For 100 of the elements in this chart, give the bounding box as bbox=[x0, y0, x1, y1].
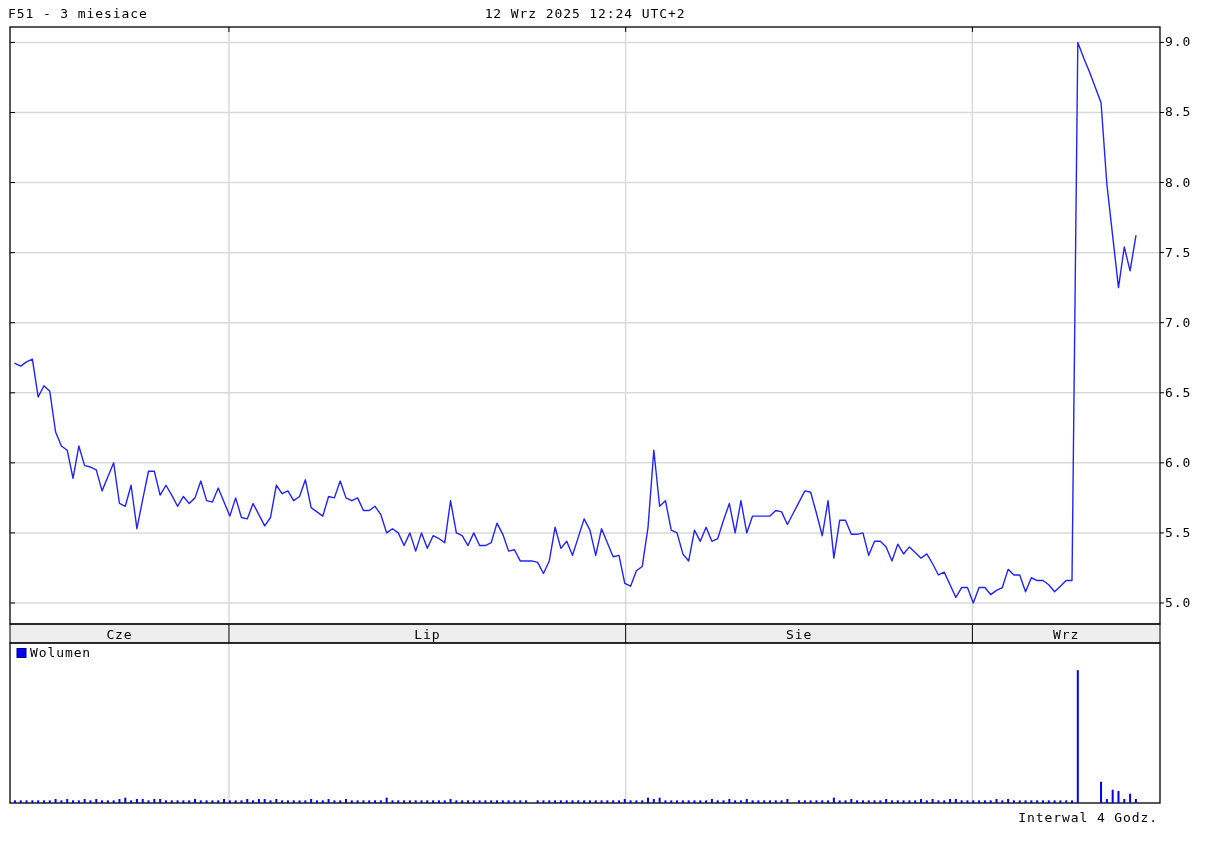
bar bbox=[571, 800, 574, 803]
bar bbox=[135, 799, 138, 803]
bar bbox=[1105, 799, 1108, 803]
bar bbox=[66, 799, 69, 803]
bar bbox=[153, 799, 156, 803]
bar bbox=[385, 797, 388, 803]
bar bbox=[861, 800, 864, 803]
bar bbox=[263, 799, 266, 803]
bar bbox=[345, 799, 347, 803]
bar bbox=[397, 800, 400, 803]
bar bbox=[1007, 799, 1010, 803]
bar bbox=[960, 800, 963, 803]
y-tick-label: 5.5 bbox=[1165, 524, 1192, 540]
bar bbox=[873, 800, 876, 803]
bar bbox=[1134, 799, 1137, 803]
bar bbox=[867, 800, 870, 803]
bar bbox=[943, 800, 946, 803]
bar bbox=[687, 800, 690, 803]
bar bbox=[199, 800, 202, 803]
bar bbox=[908, 800, 911, 803]
bar bbox=[710, 799, 713, 803]
bar bbox=[193, 799, 196, 803]
bar bbox=[525, 800, 528, 803]
bar bbox=[832, 797, 835, 803]
bar bbox=[252, 800, 255, 803]
bar bbox=[983, 800, 986, 803]
bar bbox=[1001, 800, 1004, 803]
bar bbox=[95, 799, 98, 803]
y-tick-label: 6.5 bbox=[1165, 384, 1192, 400]
bar bbox=[658, 797, 661, 803]
bar bbox=[763, 800, 766, 803]
bar bbox=[217, 800, 220, 803]
bar bbox=[77, 800, 80, 803]
bar bbox=[292, 800, 295, 803]
bar bbox=[1018, 800, 1021, 803]
text: Interwal 4 Godz. bbox=[1018, 809, 1158, 825]
bar bbox=[205, 800, 208, 803]
line-series bbox=[14, 41, 1137, 604]
bar bbox=[60, 800, 63, 803]
bar bbox=[798, 800, 801, 803]
bar bbox=[72, 800, 75, 803]
bar bbox=[1041, 800, 1044, 803]
bar bbox=[617, 800, 620, 803]
bar bbox=[989, 800, 992, 803]
bar bbox=[594, 800, 597, 803]
bar bbox=[513, 800, 516, 803]
bar bbox=[164, 800, 167, 803]
bar bbox=[995, 799, 998, 803]
bar bbox=[298, 800, 301, 803]
bar bbox=[188, 800, 191, 803]
bar bbox=[176, 800, 179, 803]
bar bbox=[42, 800, 45, 803]
bar bbox=[623, 799, 626, 803]
bar bbox=[925, 800, 928, 803]
bar bbox=[583, 800, 586, 803]
bar bbox=[664, 800, 667, 803]
bar bbox=[321, 800, 324, 803]
bar bbox=[1053, 800, 1056, 803]
bar bbox=[565, 800, 568, 803]
bar bbox=[478, 800, 481, 803]
x-tick-label: Sie bbox=[785, 626, 813, 641]
bar bbox=[751, 800, 754, 803]
bar bbox=[501, 800, 504, 803]
bar bbox=[37, 800, 40, 803]
bar bbox=[234, 800, 237, 803]
bar bbox=[548, 800, 551, 803]
bar bbox=[141, 799, 144, 803]
bar bbox=[647, 797, 650, 803]
bar bbox=[89, 800, 92, 803]
bar bbox=[484, 800, 487, 803]
bar bbox=[821, 800, 824, 803]
bar bbox=[1065, 800, 1068, 803]
bar bbox=[112, 800, 115, 803]
bar bbox=[641, 800, 644, 803]
bar bbox=[1030, 800, 1033, 803]
bar bbox=[815, 800, 818, 803]
bar bbox=[414, 800, 417, 803]
bar bbox=[954, 799, 957, 803]
bar bbox=[676, 800, 679, 803]
bar bbox=[461, 800, 464, 803]
bar bbox=[246, 799, 249, 803]
y-tick-label: 8.5 bbox=[1165, 103, 1192, 119]
bar bbox=[19, 800, 22, 803]
bar bbox=[327, 799, 330, 803]
bar bbox=[739, 800, 742, 803]
bar bbox=[536, 800, 539, 803]
x-tick-label: Wrz bbox=[1053, 626, 1080, 641]
bar bbox=[949, 799, 952, 803]
bar bbox=[106, 800, 109, 803]
bar bbox=[699, 800, 702, 803]
bar bbox=[722, 800, 725, 803]
bar bbox=[827, 800, 830, 803]
bar bbox=[211, 800, 214, 803]
bar bbox=[734, 800, 737, 803]
bar bbox=[774, 800, 777, 803]
bar bbox=[635, 800, 638, 803]
bar bbox=[147, 800, 150, 803]
bar bbox=[25, 800, 28, 803]
bar bbox=[374, 800, 377, 803]
bar bbox=[257, 799, 260, 803]
